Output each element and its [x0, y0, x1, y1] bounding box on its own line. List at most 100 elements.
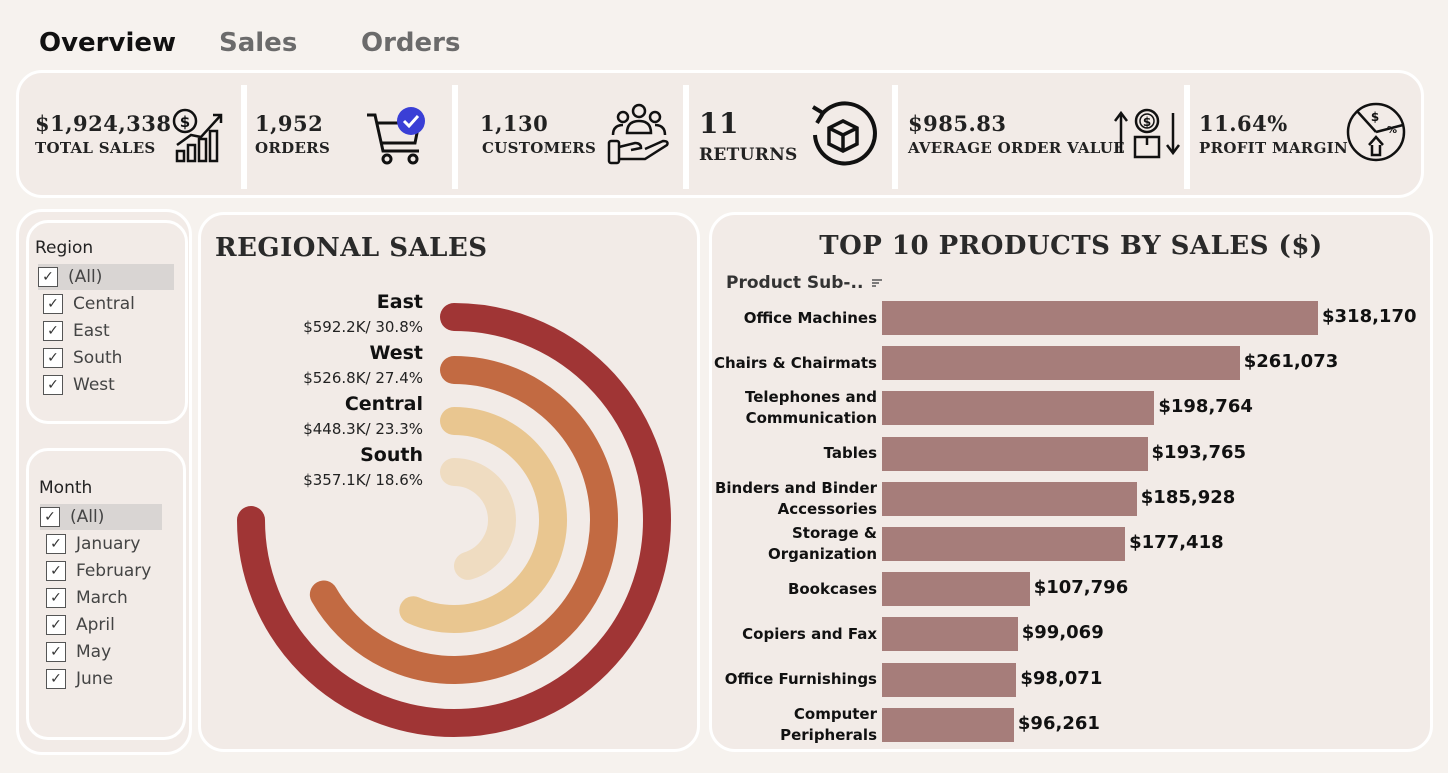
checkbox-icon[interactable]: ✓	[43, 321, 63, 341]
month-option-april[interactable]: ✓ April	[46, 612, 115, 638]
product-value-label: $193,765	[1151, 441, 1247, 463]
product-bar[interactable]	[882, 346, 1240, 381]
customers-hand-icon	[607, 103, 669, 165]
month-option-march[interactable]: ✓ March	[46, 585, 128, 611]
product-value-label: $185,928	[1140, 486, 1236, 508]
region-filter: Region ✓ (All) ✓ Central ✓ East ✓ South ✓ Wes…	[26, 220, 188, 424]
checkbox-icon[interactable]: ✓	[46, 561, 66, 581]
product-axis-header[interactable]: Product Sub-..	[726, 273, 883, 293]
product-bar[interactable]	[882, 662, 1017, 697]
region-value-central: $448.3K/ 23.3%	[303, 420, 423, 438]
top-products-panel: TOP 10 PRODUCTS BY SALES ($) Product Sub…	[709, 212, 1433, 752]
region-option-central[interactable]: ✓ Central	[43, 291, 135, 317]
product-bar[interactable]	[882, 301, 1318, 335]
product-bar[interactable]	[882, 572, 1030, 607]
month-option-may[interactable]: ✓ May	[46, 639, 111, 665]
checkbox-icon[interactable]: ✓	[46, 588, 66, 608]
profit-pie-icon: $ %	[1346, 102, 1406, 162]
order-value-arrows-icon: $	[1114, 108, 1180, 159]
tab-overview[interactable]: Overview	[39, 28, 177, 58]
region-option-east[interactable]: ✓ East	[43, 318, 110, 344]
product-category-label: Tables	[823, 444, 877, 463]
product-bar[interactable]	[882, 436, 1148, 471]
svg-text:$: $	[180, 113, 190, 131]
region-label-central: Central	[344, 393, 423, 415]
regional-sales-title: REGIONAL SALES	[215, 233, 488, 263]
product-bar[interactable]	[882, 617, 1018, 652]
region-label-south: South	[360, 444, 423, 466]
month-option-january[interactable]: ✓ January	[46, 531, 140, 557]
checkbox-icon[interactable]: ✓	[40, 507, 60, 527]
kpi-divider	[892, 85, 898, 189]
kpi-divider	[683, 85, 689, 189]
product-axis-label: Product Sub-..	[726, 273, 864, 293]
region-arc-south[interactable]	[440, 458, 516, 580]
month-filter-title: Month	[39, 478, 93, 498]
option-label: March	[76, 588, 128, 608]
product-value-label: $99,069	[1021, 622, 1104, 644]
regional-sales-panel: REGIONAL SALES East $592.2K/ 30.8% West …	[198, 212, 700, 752]
total-sales-label: TOTAL SALES	[35, 139, 156, 157]
region-label-west: West	[369, 342, 423, 364]
average-order-value-label: AVERAGE ORDER VALUE	[908, 139, 1125, 157]
region-arc-east[interactable]	[237, 303, 671, 737]
regional-radial-bar-chart	[237, 303, 671, 737]
customers-value: 1,130	[480, 111, 549, 136]
region-arc-central[interactable]	[399, 407, 567, 633]
customers-label: CUSTOMERS	[482, 139, 597, 157]
region-value-south: $357.1K/ 18.6%	[303, 471, 423, 489]
region-arc-west[interactable]	[309, 356, 618, 684]
option-label: June	[76, 669, 114, 689]
option-label: April	[76, 615, 115, 635]
checkbox-icon[interactable]: ✓	[43, 375, 63, 395]
tab-orders[interactable]: Orders	[361, 28, 461, 58]
return-box-icon	[811, 101, 877, 166]
top-products-title: TOP 10 PRODUCTS BY SALES ($)	[819, 231, 1323, 261]
returns-label: RETURNS	[699, 145, 798, 165]
product-value-label: $261,073	[1243, 351, 1339, 373]
checkbox-icon[interactable]: ✓	[43, 294, 63, 314]
product-category-label: Bookcases	[787, 579, 877, 598]
filter-sidebar: Region ✓ (All) ✓ Central ✓ East ✓ South ✓ Wes…	[16, 209, 192, 755]
region-option-all[interactable]: ✓ (All)	[38, 264, 174, 290]
checkbox-icon[interactable]: ✓	[46, 534, 66, 554]
kpi-divider	[241, 85, 247, 189]
product-value-label: $177,418	[1129, 532, 1224, 553]
product-bar[interactable]	[882, 481, 1137, 516]
average-order-value: $985.83	[908, 111, 1007, 136]
checkbox-icon[interactable]: ✓	[46, 669, 66, 689]
tab-sales[interactable]: Sales	[219, 28, 298, 58]
product-value-label: $198,764	[1158, 396, 1253, 418]
kpi-divider	[1184, 85, 1190, 189]
month-option-june[interactable]: ✓ June	[46, 666, 113, 692]
product-value-label: $107,796	[1033, 577, 1129, 599]
option-label: (All)	[70, 507, 105, 527]
orders-label: ORDERS	[255, 139, 331, 157]
option-label: South	[73, 348, 123, 368]
checkbox-icon[interactable]: ✓	[43, 348, 63, 368]
region-option-south[interactable]: ✓ South	[43, 345, 122, 371]
product-category-label: Copiers and Fax	[742, 624, 877, 643]
total-sales-value: $1,924,338	[35, 111, 172, 136]
checkbox-icon[interactable]: ✓	[38, 267, 58, 287]
svg-text:$: $	[1143, 115, 1151, 129]
product-value-label: $98,071	[1020, 667, 1103, 689]
product-bar[interactable]	[882, 707, 1014, 742]
product-bar[interactable]	[882, 391, 1155, 426]
region-filter-title: Region	[35, 238, 94, 258]
option-label: February	[76, 561, 152, 581]
product-bar[interactable]	[882, 527, 1126, 561]
region-option-west[interactable]: ✓ West	[43, 372, 115, 398]
checkbox-icon[interactable]: ✓	[46, 642, 66, 662]
region-value-east: $592.2K/ 30.8%	[303, 318, 423, 336]
month-option-all[interactable]: ✓ (All)	[40, 504, 162, 530]
product-category-label: Office Machines	[743, 308, 877, 327]
month-option-february[interactable]: ✓ February	[46, 558, 151, 584]
kpi-divider	[452, 85, 458, 189]
checkbox-icon[interactable]: ✓	[46, 615, 66, 635]
region-value-west: $526.8K/ 27.4%	[303, 369, 423, 387]
orders-value: 1,952	[255, 111, 324, 136]
option-label: January	[76, 534, 141, 554]
sort-icon[interactable]	[871, 278, 883, 288]
option-label: Central	[73, 294, 135, 314]
